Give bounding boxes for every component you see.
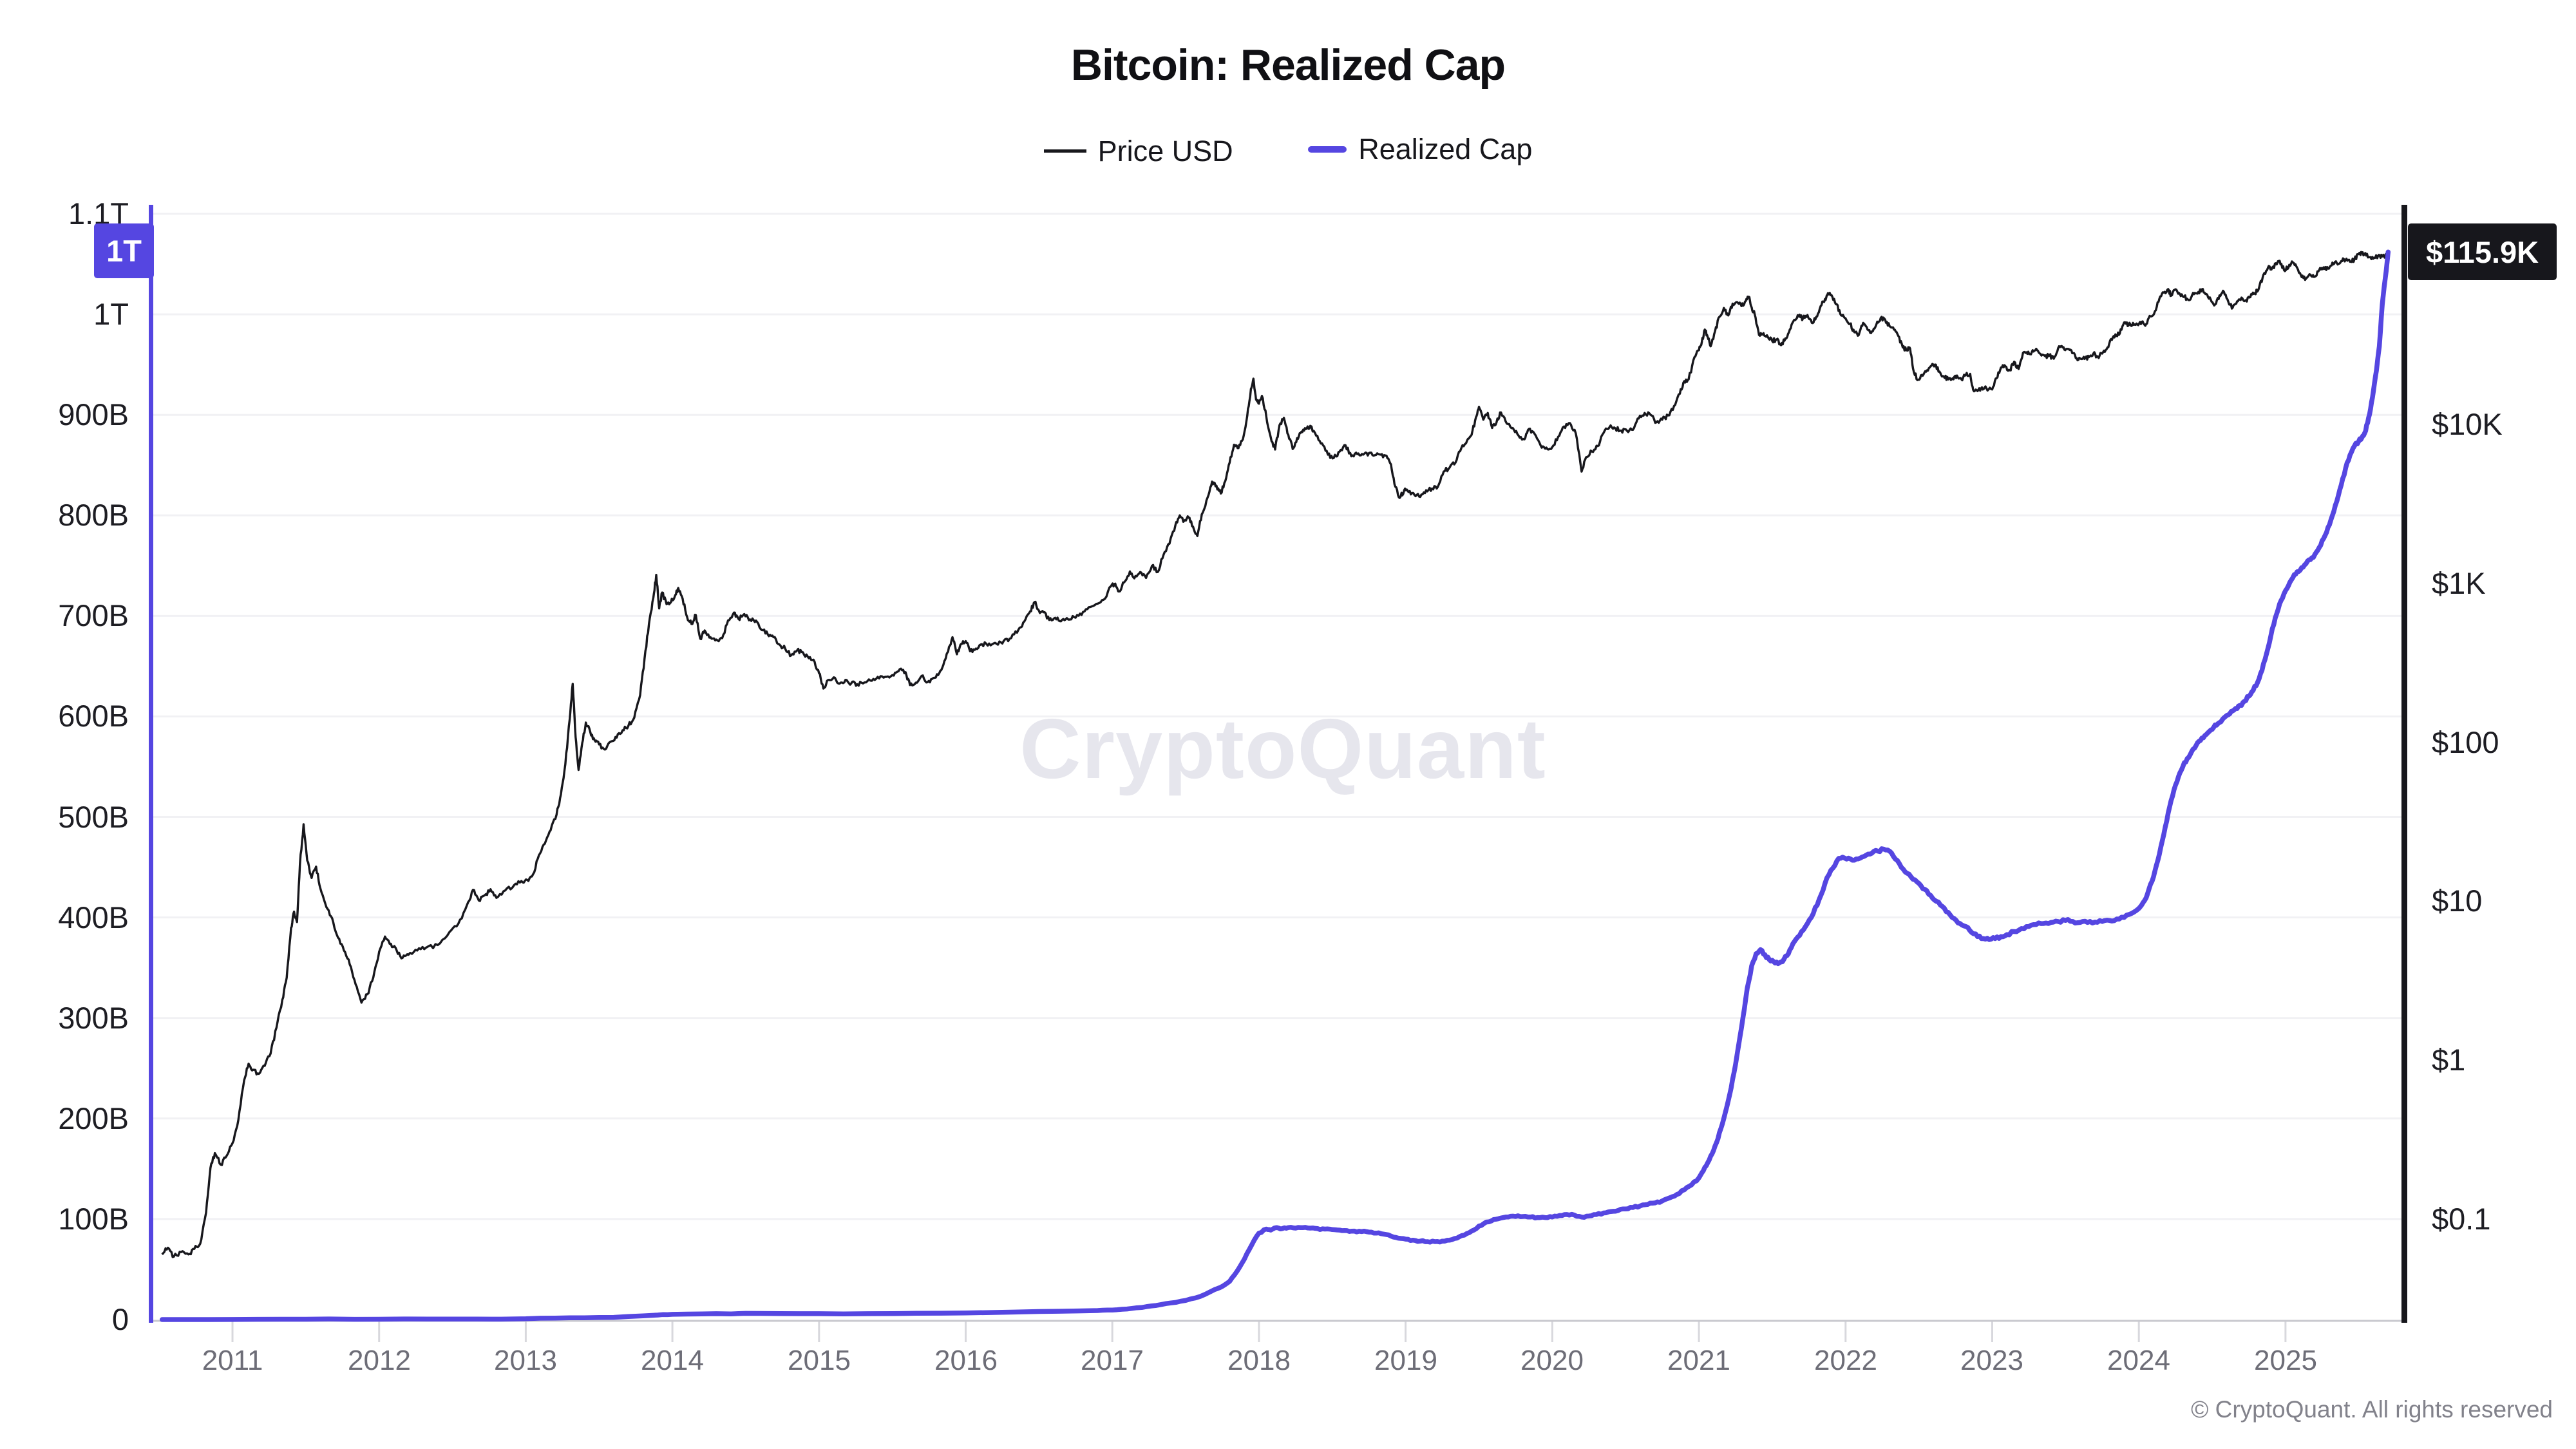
left-axis-tick-label: 100B <box>58 1202 129 1236</box>
left-axis-tick-label: 1T <box>93 297 129 331</box>
legend: Price USD Realized Cap <box>0 126 2576 168</box>
right-axis-tick-label: $10K <box>2432 407 2503 441</box>
left-axis-tick-label: 700B <box>58 598 129 632</box>
x-axis-year-label: 2021 <box>1667 1345 1730 1376</box>
right-axis-tick-label: $1 <box>2432 1043 2466 1077</box>
x-axis-year-label: 2015 <box>788 1345 851 1376</box>
x-axis-year-label: 2019 <box>1374 1345 1437 1376</box>
price-line-swatch-icon <box>1043 149 1086 153</box>
chart-title: Bitcoin: Realized Cap <box>1070 41 1506 90</box>
price-current-value-badge: $115.9K <box>2408 223 2557 280</box>
left-axis-tick-label: 400B <box>58 900 129 934</box>
left-axis-tick-label: 0 <box>111 1302 129 1336</box>
price-usd-line[interactable] <box>161 251 2389 1258</box>
copyright-footer: © CryptoQuant. All rights reserved <box>2191 1396 2553 1423</box>
legend-item-realized-cap[interactable]: Realized Cap <box>1308 133 1532 166</box>
x-axis-year-label: 2024 <box>2107 1345 2170 1376</box>
x-axis-year-label: 2022 <box>1814 1345 1877 1376</box>
right-axis-tick-label: $100 <box>2432 725 2499 759</box>
x-axis-year-label: 2012 <box>348 1345 411 1376</box>
realized-cap-line[interactable] <box>159 249 2391 1322</box>
right-axis-spine <box>2401 205 2407 1323</box>
right-axis-tick-label: $10 <box>2432 884 2483 918</box>
x-axis-year-label: 2017 <box>1081 1345 1144 1376</box>
left-axis-tick-label: 600B <box>58 699 129 733</box>
right-axis-tick-label: $1K <box>2432 566 2486 600</box>
x-axis-year-label: 2020 <box>1520 1345 1584 1376</box>
legend-item-price-usd[interactable]: Price USD <box>1043 134 1233 168</box>
x-axis-year-label: 2011 <box>202 1345 263 1376</box>
left-axis-tick-label: 300B <box>58 1001 129 1035</box>
watermark: CryptoQuant <box>1019 701 1546 796</box>
left-axis-tick-label: 800B <box>58 498 129 532</box>
x-axis-year-label: 2014 <box>641 1345 704 1376</box>
x-axis-year-label: 2013 <box>494 1345 557 1376</box>
right-axis-tick-label: $0.1 <box>2432 1202 2491 1236</box>
x-axis-year-label: 2023 <box>1960 1345 2023 1376</box>
x-axis-year-label: 2025 <box>2254 1345 2317 1376</box>
left-axis-tick-label: 900B <box>58 397 129 431</box>
x-axis-year-label: 2018 <box>1227 1345 1291 1376</box>
left-axis-tick-label: 200B <box>58 1101 129 1135</box>
legend-label-realized-cap: Realized Cap <box>1358 133 1533 166</box>
left-axis-tick-label: 500B <box>58 800 129 834</box>
x-axis-year-label: 2016 <box>934 1345 998 1376</box>
left-axis-spine <box>149 205 153 1323</box>
realized-cap-current-value-badge: 1T <box>94 223 154 278</box>
legend-label-price-usd: Price USD <box>1097 134 1233 167</box>
realized-cap-line-swatch-icon <box>1308 146 1347 153</box>
